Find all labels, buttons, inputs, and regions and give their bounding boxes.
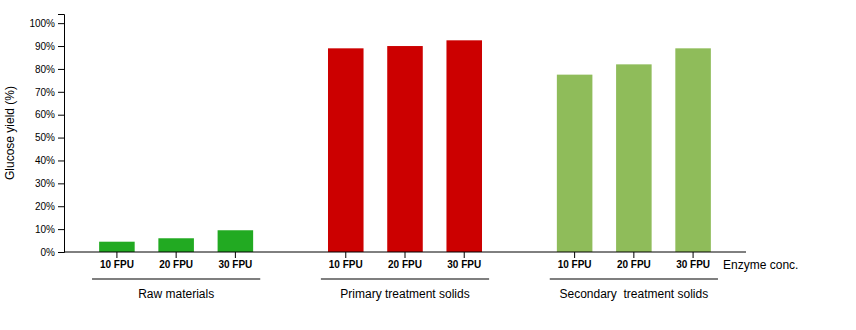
y-tick-label: 70% <box>35 87 55 98</box>
bars <box>99 40 711 252</box>
x-tick-label: 30 FPU <box>218 259 252 270</box>
y-tick: 70% <box>35 87 64 98</box>
plot: 0% 10% 20% 30% 40% 50% 60% 70% 80% 90% 100% Glucose… <box>3 15 798 302</box>
bar <box>446 40 482 252</box>
y-tick-mark <box>58 252 64 253</box>
x-tick: 20 FPU <box>159 252 193 270</box>
y-tick-label: 80% <box>35 64 55 75</box>
group-label: Raw materials <box>138 287 214 301</box>
y-tick-mark <box>58 115 64 116</box>
y-tick: 90% <box>35 41 64 52</box>
y-tick-label: 30% <box>35 178 55 189</box>
y-tick-label: 50% <box>35 132 55 143</box>
y-tick-label: 20% <box>35 201 55 212</box>
x-axis: 10 FPU 20 FPU 30 FPU <box>329 252 481 270</box>
y-axis-title: Glucose yield (%) <box>3 86 17 180</box>
x-tick: 30 FPU <box>218 252 252 270</box>
bar <box>158 238 194 252</box>
y-tick: 30% <box>35 178 64 189</box>
bar <box>557 75 593 252</box>
bar <box>99 242 135 252</box>
x-tick: 30 FPU <box>447 252 481 270</box>
x-axis: 10 FPU 20 FPU 30 FPU <box>100 252 252 270</box>
x-tick: 20 FPU <box>388 252 422 270</box>
group-underline <box>92 278 260 279</box>
x-tick-label: 10 FPU <box>329 259 363 270</box>
x-tick-label: 20 FPU <box>617 259 651 270</box>
y-tick: 40% <box>35 155 64 166</box>
group-label: Secondary treatment solids <box>559 287 708 301</box>
y-tick-mark <box>58 183 64 184</box>
x-axis: 10 FPU 20 FPU 30 FPU <box>558 252 710 270</box>
y-tick-mark <box>58 92 64 93</box>
x-tick: 30 FPU <box>676 252 710 270</box>
x-tick-label: 30 FPU <box>676 259 710 270</box>
bar <box>328 48 364 252</box>
bar <box>387 46 423 252</box>
group-underline <box>550 278 718 279</box>
y-tick-mark <box>58 206 64 207</box>
y-tick-label: 40% <box>35 155 55 166</box>
x-tick-mark <box>693 252 694 258</box>
y-tick-mark <box>58 46 64 47</box>
bar <box>675 48 711 252</box>
bar <box>616 64 652 252</box>
x-tick-label: 10 FPU <box>100 259 134 270</box>
y-tick: 10% <box>35 224 64 235</box>
y-tick: 100% <box>29 18 64 29</box>
group-underline <box>321 278 489 279</box>
y-tick-label: 100% <box>29 18 55 29</box>
x-tick-mark <box>116 252 117 258</box>
x-tick-mark <box>235 252 236 258</box>
y-tick-label: 90% <box>35 41 55 52</box>
y-tick-mark <box>58 138 64 139</box>
y-tick-mark <box>58 229 64 230</box>
y-axis-line <box>58 15 65 253</box>
y-axis: 0% 10% 20% 30% 40% 50% 60% 70% 80% 90% 100% <box>29 15 64 258</box>
x-axis-title: Enzyme conc. <box>723 258 798 272</box>
y-tick-label: 10% <box>35 224 55 235</box>
x-tick-mark <box>345 252 346 258</box>
x-tick-label: 30 FPU <box>447 259 481 270</box>
y-tick-mark <box>58 69 64 70</box>
y-tick-mark <box>58 23 64 24</box>
x-tick-label: 10 FPU <box>558 259 592 270</box>
y-tick: 80% <box>35 64 64 75</box>
x-tick-label: 20 FPU <box>388 259 422 270</box>
group-label: Primary treatment solids <box>340 287 469 301</box>
x-tick-label: 20 FPU <box>159 259 193 270</box>
y-tick: 20% <box>35 201 64 212</box>
y-tick: 50% <box>35 132 64 143</box>
x-tick-mark <box>176 252 177 258</box>
y-tick-label: 60% <box>35 109 55 120</box>
y-tick: 0% <box>41 247 64 258</box>
y-tick: 60% <box>35 109 64 120</box>
x-tick-mark <box>405 252 406 258</box>
x-tick: 20 FPU <box>617 252 651 270</box>
x-tick-mark <box>464 252 465 258</box>
x-tick: 10 FPU <box>329 252 363 270</box>
x-tick: 10 FPU <box>558 252 592 270</box>
x-tick-mark <box>574 252 575 258</box>
x-tick: 10 FPU <box>100 252 134 270</box>
y-tick-label: 0% <box>41 247 56 258</box>
x-tick-mark <box>633 252 634 258</box>
bar <box>218 230 254 252</box>
y-tick-mark <box>58 160 64 161</box>
chart: 0% 10% 20% 30% 40% 50% 60% 70% 80% 90% 100% Glucose… <box>0 0 856 330</box>
